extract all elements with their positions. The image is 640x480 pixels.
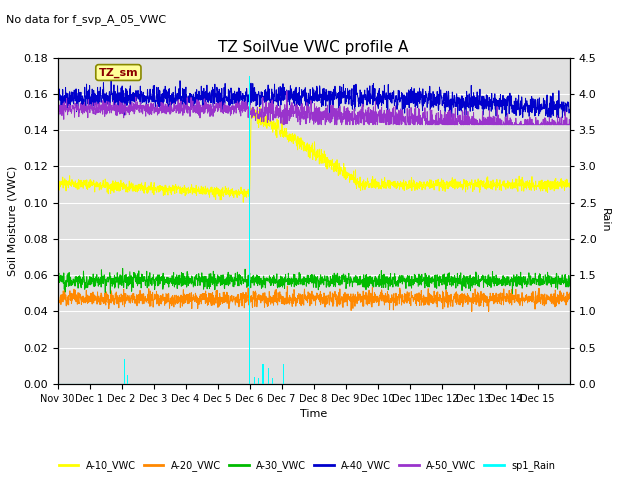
Title: TZ SoilVue VWC profile A: TZ SoilVue VWC profile A xyxy=(218,40,409,55)
Bar xyxy=(254,377,255,384)
Legend: A-10_VWC, A-20_VWC, A-30_VWC, A-40_VWC, A-50_VWC, sp1_Rain: A-10_VWC, A-20_VWC, A-30_VWC, A-40_VWC, … xyxy=(55,456,559,475)
Text: TZ_sm: TZ_sm xyxy=(99,67,138,78)
Bar xyxy=(124,359,125,384)
Bar xyxy=(258,378,259,384)
Text: No data for f_svp_A_05_VWC: No data for f_svp_A_05_VWC xyxy=(6,14,166,25)
Bar xyxy=(272,378,273,384)
Bar xyxy=(268,368,269,384)
Bar xyxy=(282,364,284,384)
Y-axis label: Rain: Rain xyxy=(600,208,611,233)
Y-axis label: Soil Moisture (VWC): Soil Moisture (VWC) xyxy=(8,166,17,276)
Bar xyxy=(127,375,128,384)
Bar xyxy=(262,364,264,384)
X-axis label: Time: Time xyxy=(300,409,327,419)
